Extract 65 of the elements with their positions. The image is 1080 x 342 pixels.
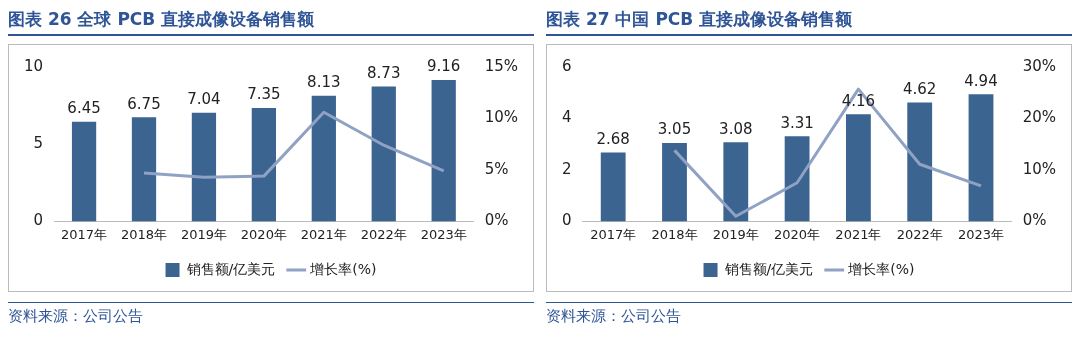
y2-tick-label: 0% <box>484 211 509 230</box>
x-tick-label: 2019年 <box>712 226 759 242</box>
legend-label: 增长率(%) <box>847 260 915 277</box>
legend-label: 增长率(%) <box>309 260 377 277</box>
x-tick-label: 2017年 <box>590 226 637 242</box>
bar <box>431 79 456 222</box>
x-tick-label: 2023年 <box>957 226 1005 242</box>
data-label: 4.16 <box>841 91 876 110</box>
data-label: 6.45 <box>67 99 101 118</box>
data-label: 7.04 <box>187 90 221 109</box>
y-tick-label: 2 <box>562 159 572 178</box>
x-tick-label: 2023年 <box>420 226 467 242</box>
x-tick-label: 2022年 <box>896 226 943 242</box>
bar <box>71 121 97 222</box>
y-tick-label: 6 <box>562 56 572 75</box>
data-label: 4.62 <box>903 79 937 98</box>
y2-tick-label: 10% <box>484 108 518 127</box>
y2-tick-label: 30% <box>1022 56 1056 75</box>
bar <box>845 114 871 222</box>
data-label: 2.68 <box>596 129 630 148</box>
data-label: 4.94 <box>964 71 998 90</box>
bar <box>723 142 749 222</box>
data-label: 8.13 <box>307 73 341 92</box>
bar <box>131 117 157 222</box>
bar <box>311 95 336 222</box>
text: 资料来源：公司公告 <box>546 307 682 326</box>
y-tick-label: 0 <box>33 211 44 230</box>
data-label: 6.75 <box>127 94 161 113</box>
legend-label: 销售额/亿美元 <box>723 260 814 277</box>
bar <box>968 94 994 222</box>
x-tick-label: 2021年 <box>300 226 347 242</box>
x-tick-label: 2018年 <box>651 226 698 242</box>
bar <box>907 102 933 222</box>
x-tick-label: 2022年 <box>360 226 407 242</box>
x-tick-label: 2021年 <box>835 226 882 242</box>
data-label: 8.73 <box>367 64 401 82</box>
y2-tick-label: 15% <box>484 56 518 75</box>
y2-tick-label: 0% <box>1022 211 1047 230</box>
bar <box>371 86 396 222</box>
chart-title: 图表 27 中国 PCB 直接成像设备销售额 <box>546 8 1072 36</box>
x-tick-label: 2017年 <box>61 226 108 242</box>
y-tick-label: 4 <box>562 108 572 127</box>
y-tick-label: 10 <box>23 56 44 75</box>
data-label: 7.35 <box>247 85 281 104</box>
y2-tick-label: 5% <box>484 159 509 178</box>
x-tick-label: 2020年 <box>774 226 821 242</box>
y-tick-label: 5 <box>33 134 44 153</box>
data-label: 3.08 <box>719 119 753 138</box>
bar <box>251 107 277 222</box>
bar <box>784 136 810 222</box>
y2-tick-label: 20% <box>1022 108 1056 127</box>
data-label: 9.16 <box>426 57 461 76</box>
y2-tick-label: 10% <box>1022 159 1056 178</box>
bar <box>662 142 687 222</box>
bar <box>600 152 626 222</box>
text: 资料来源：公司公告 <box>8 307 144 326</box>
x-tick-label: 2020年 <box>240 226 287 242</box>
x-tick-label: 2018年 <box>120 226 168 242</box>
data-label: 3.05 <box>657 120 692 139</box>
chart-title: 图表 26 全球 PCB 直接成像设备销售额 <box>8 8 534 36</box>
bar <box>191 112 217 222</box>
x-tick-label: 2019年 <box>180 226 227 242</box>
data-label: 3.31 <box>780 113 814 132</box>
y-tick-label: 0 <box>562 211 572 230</box>
legend-label: 销售额/亿美元 <box>185 260 276 277</box>
